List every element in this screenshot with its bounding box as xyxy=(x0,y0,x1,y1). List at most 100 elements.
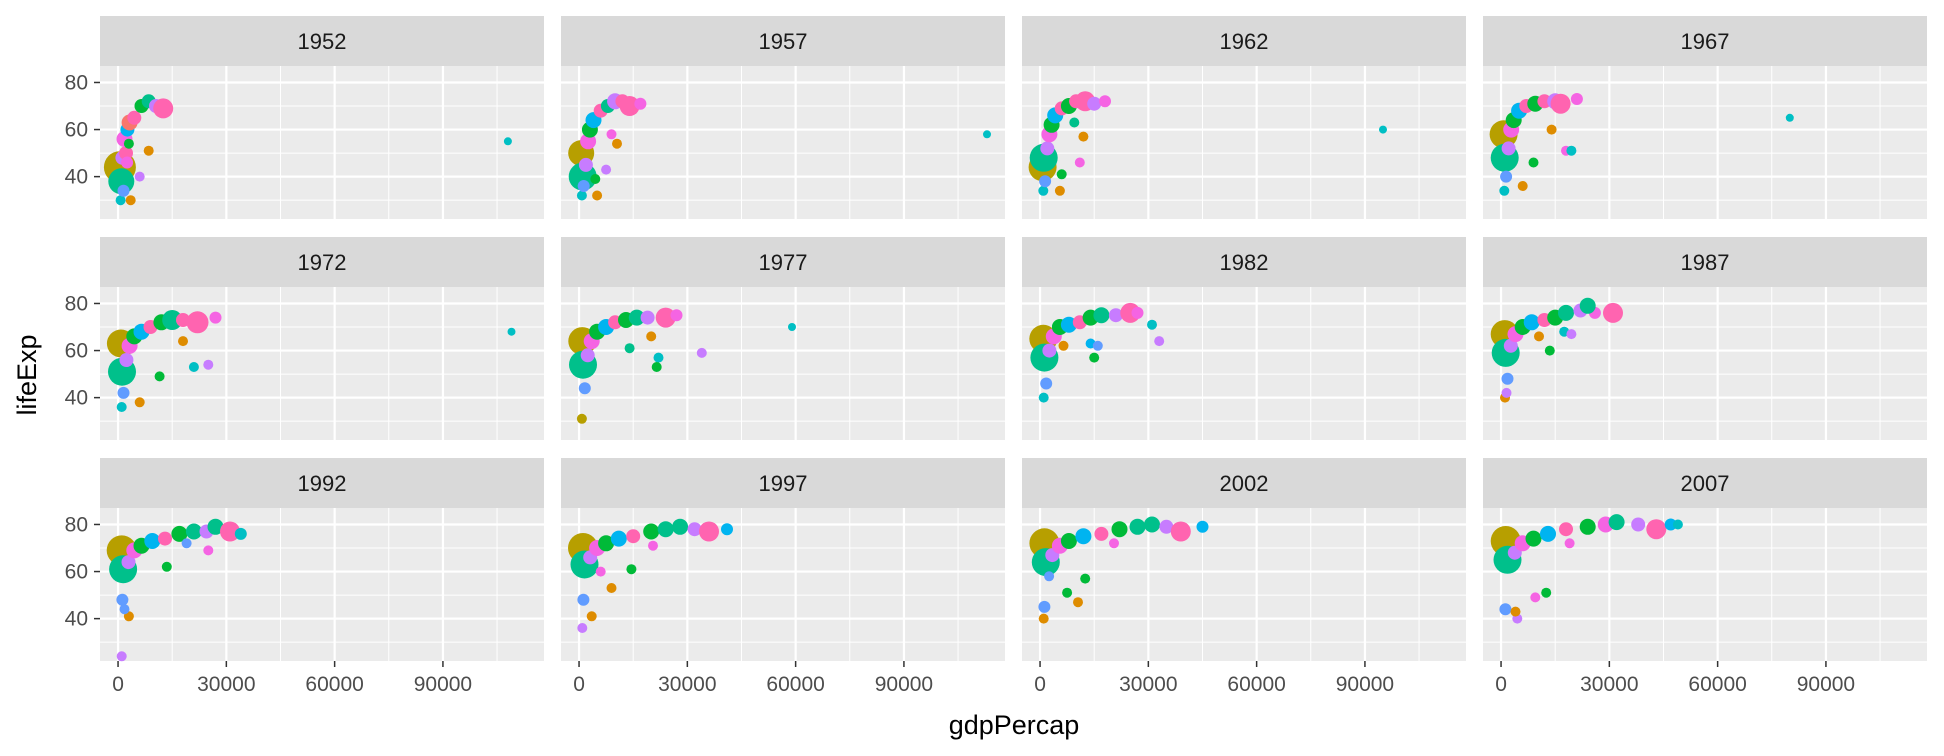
panel-background xyxy=(561,508,1005,661)
data-point xyxy=(1500,170,1513,183)
data-point xyxy=(1170,521,1191,542)
panel-background xyxy=(1483,508,1927,661)
data-point xyxy=(1540,525,1556,542)
facet-strip-label: 1992 xyxy=(298,471,347,496)
x-tick-label: 90000 xyxy=(1336,673,1394,696)
data-point xyxy=(1608,514,1625,531)
data-point xyxy=(181,538,192,549)
y-tick-label: 80 xyxy=(65,292,88,315)
data-point xyxy=(1099,95,1111,108)
y-tick-label: 40 xyxy=(65,166,88,189)
data-point xyxy=(507,327,516,336)
facet-panel-2002: 2002 xyxy=(1022,458,1466,661)
data-point xyxy=(116,593,129,606)
data-point xyxy=(1503,338,1518,353)
facet-panel-1957: 1957 xyxy=(561,16,1005,219)
data-point xyxy=(580,133,597,150)
data-point xyxy=(672,518,689,535)
panel-background xyxy=(1022,66,1466,219)
data-point xyxy=(119,353,134,367)
data-point xyxy=(185,523,202,540)
facet-strip xyxy=(1483,16,1927,66)
x-tick-label: 30000 xyxy=(197,673,255,696)
data-point xyxy=(503,137,512,146)
data-point xyxy=(158,531,172,546)
data-point xyxy=(696,347,707,358)
data-point xyxy=(117,184,130,197)
data-point xyxy=(1108,308,1123,323)
y-tick-label: 40 xyxy=(65,387,88,410)
data-point xyxy=(1631,517,1646,532)
data-point xyxy=(1069,117,1080,128)
x-tick-label: 60000 xyxy=(1688,673,1746,696)
data-point xyxy=(1550,93,1571,114)
data-point xyxy=(1038,613,1049,624)
data-point xyxy=(1579,518,1596,535)
y-tick-label: 40 xyxy=(65,608,88,631)
facet-strip xyxy=(561,237,1005,287)
facet-panel-1997: 1997 xyxy=(561,458,1005,661)
data-point xyxy=(1129,518,1146,535)
data-point xyxy=(670,309,683,322)
data-point xyxy=(1159,519,1174,534)
data-point xyxy=(1042,343,1057,358)
data-point xyxy=(203,545,214,556)
data-point xyxy=(721,523,733,536)
panel-background xyxy=(561,66,1005,219)
data-point xyxy=(209,311,222,324)
data-point xyxy=(651,362,662,372)
data-point xyxy=(1530,592,1541,603)
data-point xyxy=(1579,297,1596,314)
data-point xyxy=(655,307,676,328)
facet-strip xyxy=(561,458,1005,508)
facet-panel-1992: 1992 xyxy=(100,458,544,662)
data-point xyxy=(628,309,645,326)
facet-strip-label: 1952 xyxy=(298,29,347,54)
facet-panel-1977: 1977 xyxy=(561,237,1005,440)
x-tick-label: 60000 xyxy=(766,673,824,696)
data-point xyxy=(983,130,991,139)
data-point xyxy=(1040,377,1053,390)
facet-panel-1967: 1967 xyxy=(1483,16,1927,219)
y-axis-title: lifeExp xyxy=(12,334,42,415)
data-point xyxy=(1499,185,1510,196)
data-point xyxy=(788,323,796,331)
data-point xyxy=(125,195,136,206)
data-point xyxy=(121,555,136,570)
data-point xyxy=(1040,141,1055,156)
data-point xyxy=(117,386,130,399)
data-point xyxy=(1544,345,1555,356)
data-point xyxy=(1038,392,1049,403)
facet-strip-label: 1972 xyxy=(298,250,347,275)
data-point xyxy=(643,523,660,540)
data-point xyxy=(653,352,664,363)
data-point xyxy=(576,413,587,424)
panel-background xyxy=(1483,287,1927,440)
data-point xyxy=(1073,597,1083,608)
data-point xyxy=(1499,603,1512,616)
x-tick-label: 30000 xyxy=(1580,673,1638,696)
data-point xyxy=(234,527,247,540)
data-point xyxy=(1559,522,1573,537)
data-point xyxy=(586,611,597,622)
data-point xyxy=(1038,600,1051,613)
data-point xyxy=(601,164,612,175)
y-tick-label: 60 xyxy=(65,340,88,363)
data-point xyxy=(1131,306,1144,319)
facet-strip-label: 1962 xyxy=(1220,29,1269,54)
data-point xyxy=(154,371,165,382)
y-tick-label: 60 xyxy=(65,561,88,584)
data-point xyxy=(1196,520,1209,533)
x-tick-label: 0 xyxy=(1495,673,1507,696)
data-point xyxy=(1566,145,1577,156)
x-tick-label: 30000 xyxy=(658,673,716,696)
data-point xyxy=(1144,516,1160,533)
data-point xyxy=(1566,329,1577,340)
data-point xyxy=(648,540,658,551)
data-point xyxy=(1044,571,1055,582)
data-point xyxy=(1528,157,1539,168)
data-point xyxy=(1054,185,1065,196)
facet-panel-1972: 1972 xyxy=(100,237,544,440)
facet-panel-2007: 2007 xyxy=(1483,458,1927,661)
